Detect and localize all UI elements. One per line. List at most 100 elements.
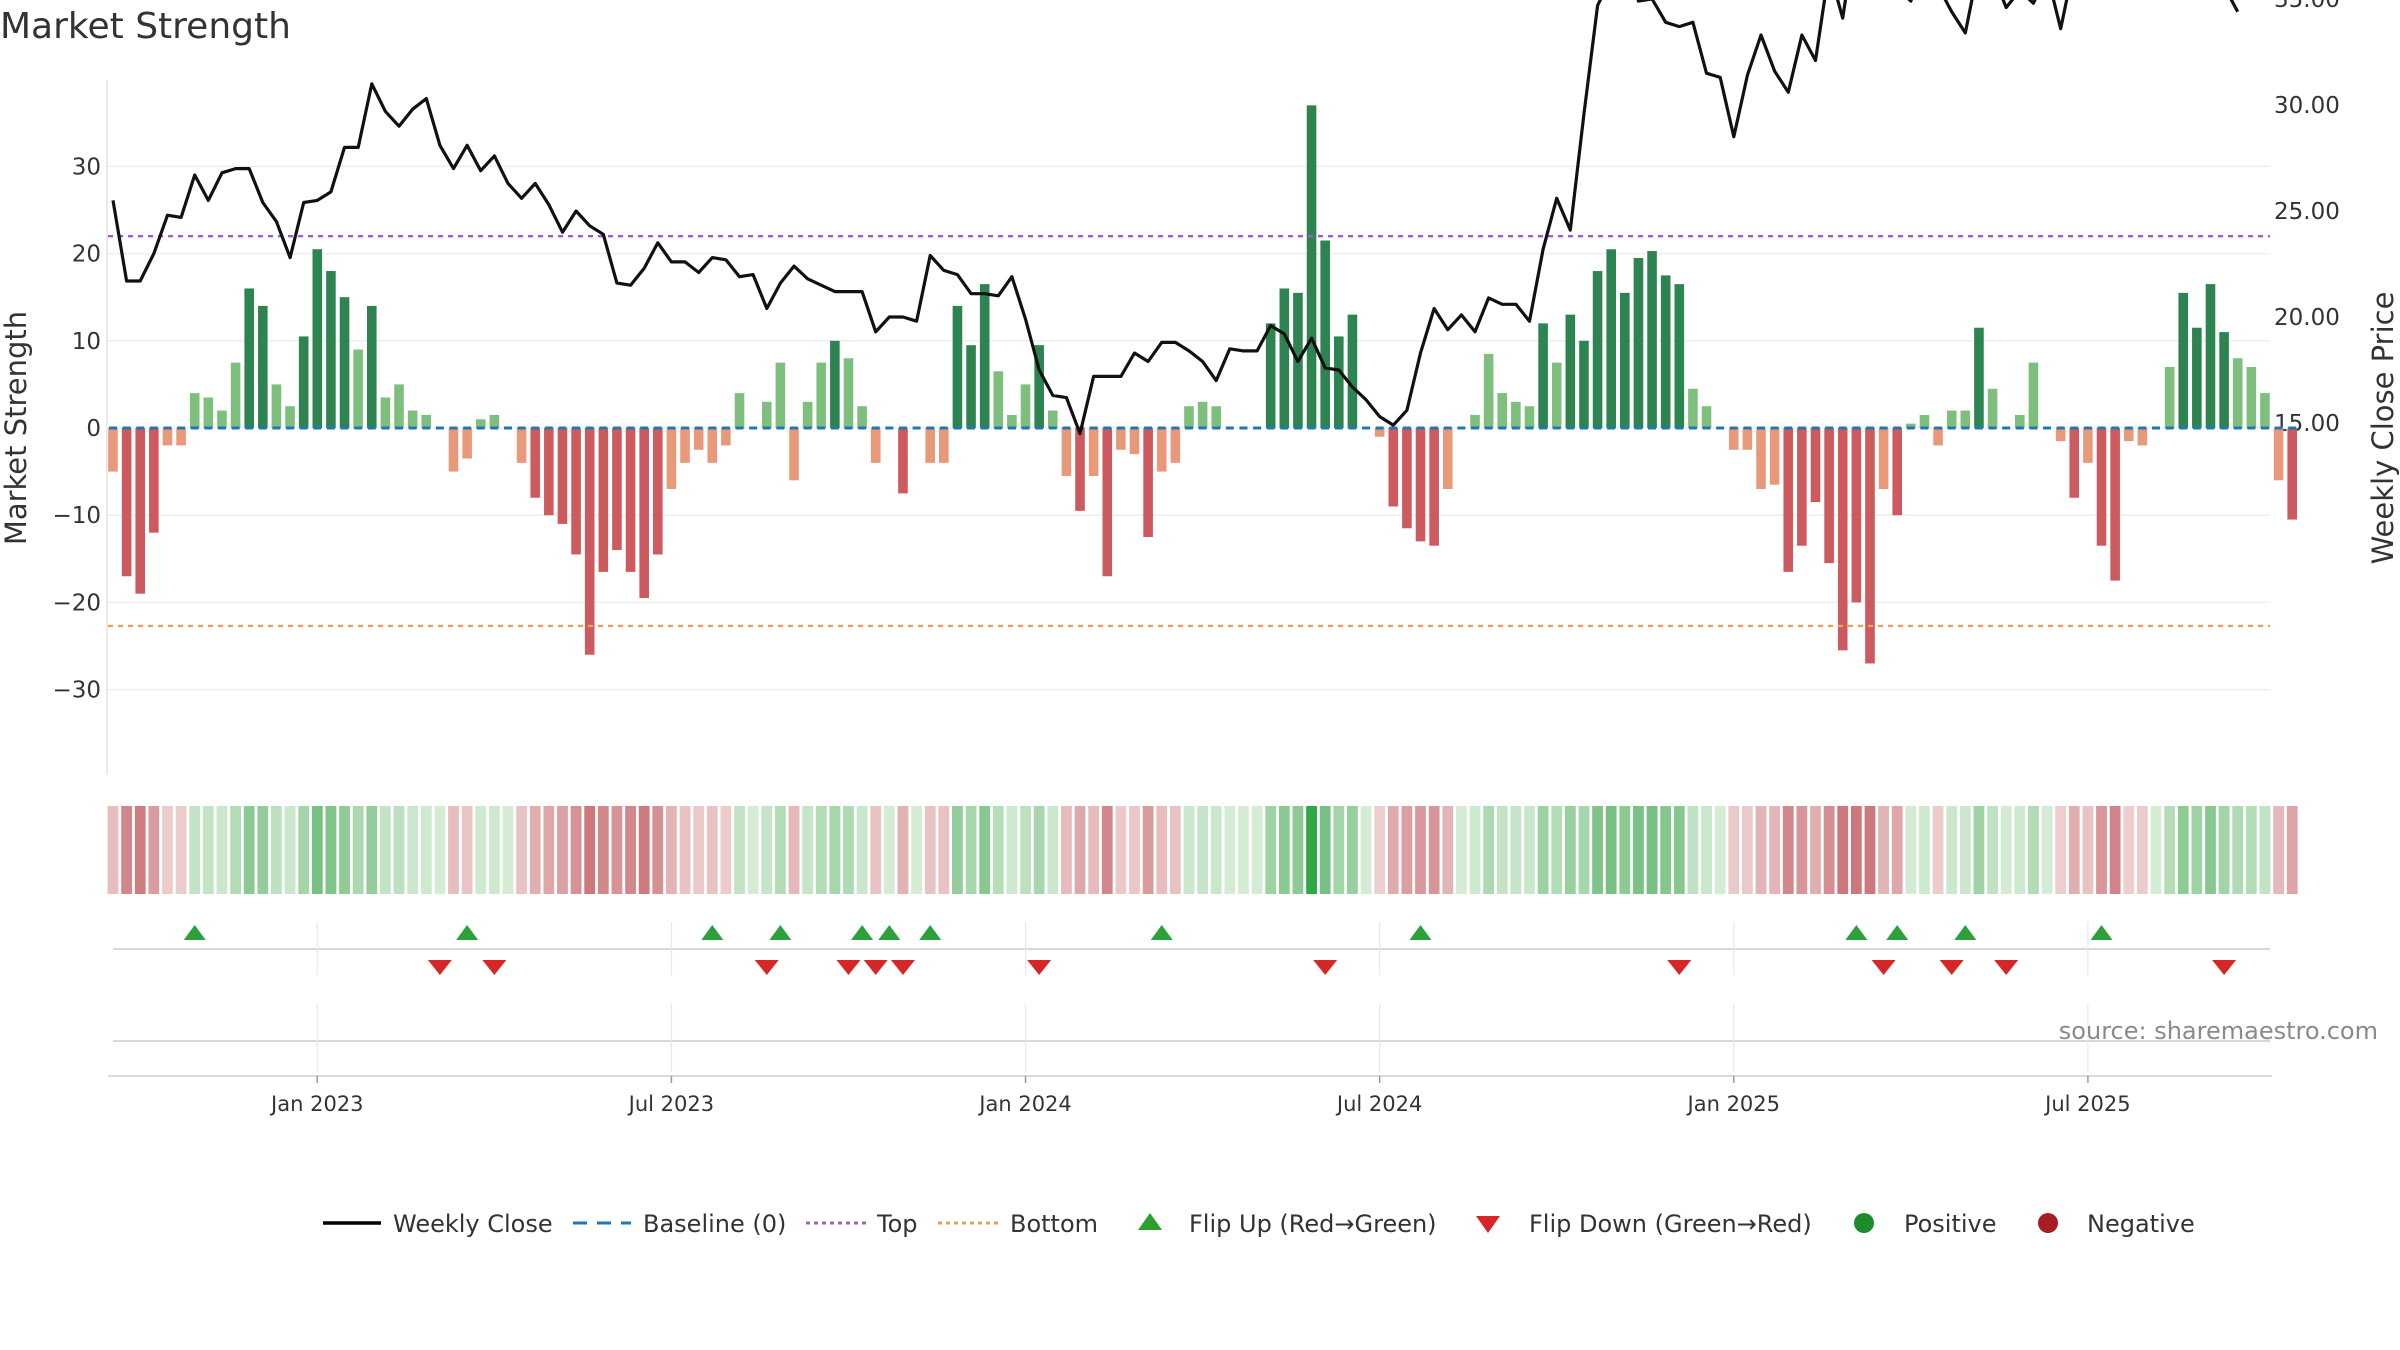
strip-cell <box>488 806 500 894</box>
strip-cell <box>570 806 582 894</box>
legend-label: Top <box>876 1210 918 1238</box>
strip-cell <box>461 806 473 894</box>
right-tick-label: 20.00 <box>2274 305 2340 331</box>
strip-cell <box>216 806 228 894</box>
strength-bar <box>680 428 690 463</box>
strength-bar <box>2246 366 2257 428</box>
flip-down-marker <box>890 960 915 975</box>
legend-label: Bottom <box>1010 1210 1098 1238</box>
strip-cell <box>2164 806 2176 894</box>
x-tick-label: Jul 2023 <box>627 1092 714 1116</box>
flip-up-marker <box>878 925 901 940</box>
strip-cell <box>1810 806 1821 894</box>
legend-label: Flip Down (Green→Red) <box>1529 1210 1812 1238</box>
strip-cell <box>843 806 854 894</box>
strip-cell <box>1088 806 1100 894</box>
strength-bar <box>925 428 935 463</box>
strip-cell <box>856 806 868 894</box>
strength-bar <box>2178 292 2189 428</box>
strip-cell <box>529 806 541 894</box>
strip-cell <box>1115 806 1127 894</box>
legend: Weekly Close Baseline (0) Top Bottom Flip Up… <box>323 1210 2195 1238</box>
strength-bar <box>1647 250 1657 428</box>
strip-cell <box>1878 806 1889 894</box>
strength-bar <box>1919 414 1930 428</box>
source-credit: source: sharemaestro.com <box>2059 1017 2378 1045</box>
strip-cell <box>1742 806 1753 894</box>
strip-cell <box>352 806 364 894</box>
strength-bar <box>598 428 609 572</box>
legend-label: Negative <box>2087 1210 2195 1238</box>
strip-cell <box>2177 806 2189 894</box>
strip-cell <box>1292 806 1304 894</box>
strip-cell <box>693 806 705 894</box>
strength-bar <box>353 349 363 428</box>
strength-bar <box>1075 428 1085 511</box>
flip-down-marker <box>1871 960 1896 975</box>
strip-cell <box>1714 806 1726 894</box>
strip-cell <box>557 806 568 894</box>
strength-bar <box>1660 275 1671 428</box>
strength-bar <box>1265 323 1276 428</box>
strip-cell <box>611 806 623 894</box>
strength-bar <box>1388 428 1399 507</box>
flip-down-marker <box>754 960 779 975</box>
strip-cell <box>1251 806 1263 894</box>
strip-cell <box>2259 806 2271 894</box>
strength-bar <box>1865 428 1875 664</box>
date-axis: Jan 2023 Jul 2023 Jan 2024 Jul 2024 Jan 2025… <box>108 1075 2272 1116</box>
flip-up-marker <box>919 925 942 940</box>
strength-bar <box>2260 393 2270 428</box>
strength-bar <box>1742 428 1753 450</box>
strip-cell <box>938 806 950 894</box>
strength-bar <box>1906 423 1916 428</box>
strength-bar <box>1429 428 1439 546</box>
strip-cell <box>448 806 459 894</box>
strength-bar <box>2273 428 2284 481</box>
strength-bar <box>557 428 568 524</box>
strip-cell <box>475 806 487 894</box>
strength-bar <box>2192 327 2202 428</box>
strength-bar <box>1551 362 1562 428</box>
strip-cell <box>434 806 446 894</box>
strength-bar <box>2232 358 2243 428</box>
strength-bar <box>258 305 268 428</box>
strength-bar <box>1688 388 1698 428</box>
strip-cell <box>1987 806 1998 894</box>
legend-symbol-circle <box>2038 1213 2058 1233</box>
strength-bar <box>870 428 881 463</box>
strength-bar <box>475 419 486 428</box>
strength-bar <box>1592 271 1603 428</box>
strip-cell <box>1551 806 1563 894</box>
strip-cell <box>2150 806 2162 894</box>
strip-cell <box>1864 806 1876 894</box>
strength-bar <box>1347 314 1358 428</box>
strength-bar <box>1797 428 1807 546</box>
strength-bar <box>1211 406 1222 428</box>
strip-cell <box>924 806 936 894</box>
strength-bar <box>244 288 254 428</box>
flip-up-marker <box>2090 925 2113 940</box>
strength-bar <box>2110 428 2120 581</box>
strength-bar <box>1415 428 1426 542</box>
strength-bar <box>285 406 295 428</box>
strip-cell <box>1932 806 1944 894</box>
strength-bar <box>1184 406 1194 428</box>
strength-bar <box>1088 428 1099 476</box>
right-axis-title: Weekly Close Price <box>2366 292 2400 565</box>
strip-cell <box>366 806 378 894</box>
strength-bar <box>1633 257 1644 428</box>
strip-cell <box>1142 806 1154 894</box>
strip-cell <box>325 806 337 894</box>
price-line-group <box>111 0 2240 436</box>
strip-cell <box>2245 806 2257 894</box>
strip-cell <box>1919 806 1930 894</box>
strength-bar <box>1306 105 1317 429</box>
strip-cell <box>202 806 214 894</box>
strip-cell <box>829 806 841 894</box>
strip-cell <box>1959 806 1971 894</box>
strength-bar <box>1374 428 1385 437</box>
strength-bar <box>2096 428 2107 546</box>
flip-up-marker <box>851 925 874 940</box>
strip-cell <box>625 806 636 894</box>
